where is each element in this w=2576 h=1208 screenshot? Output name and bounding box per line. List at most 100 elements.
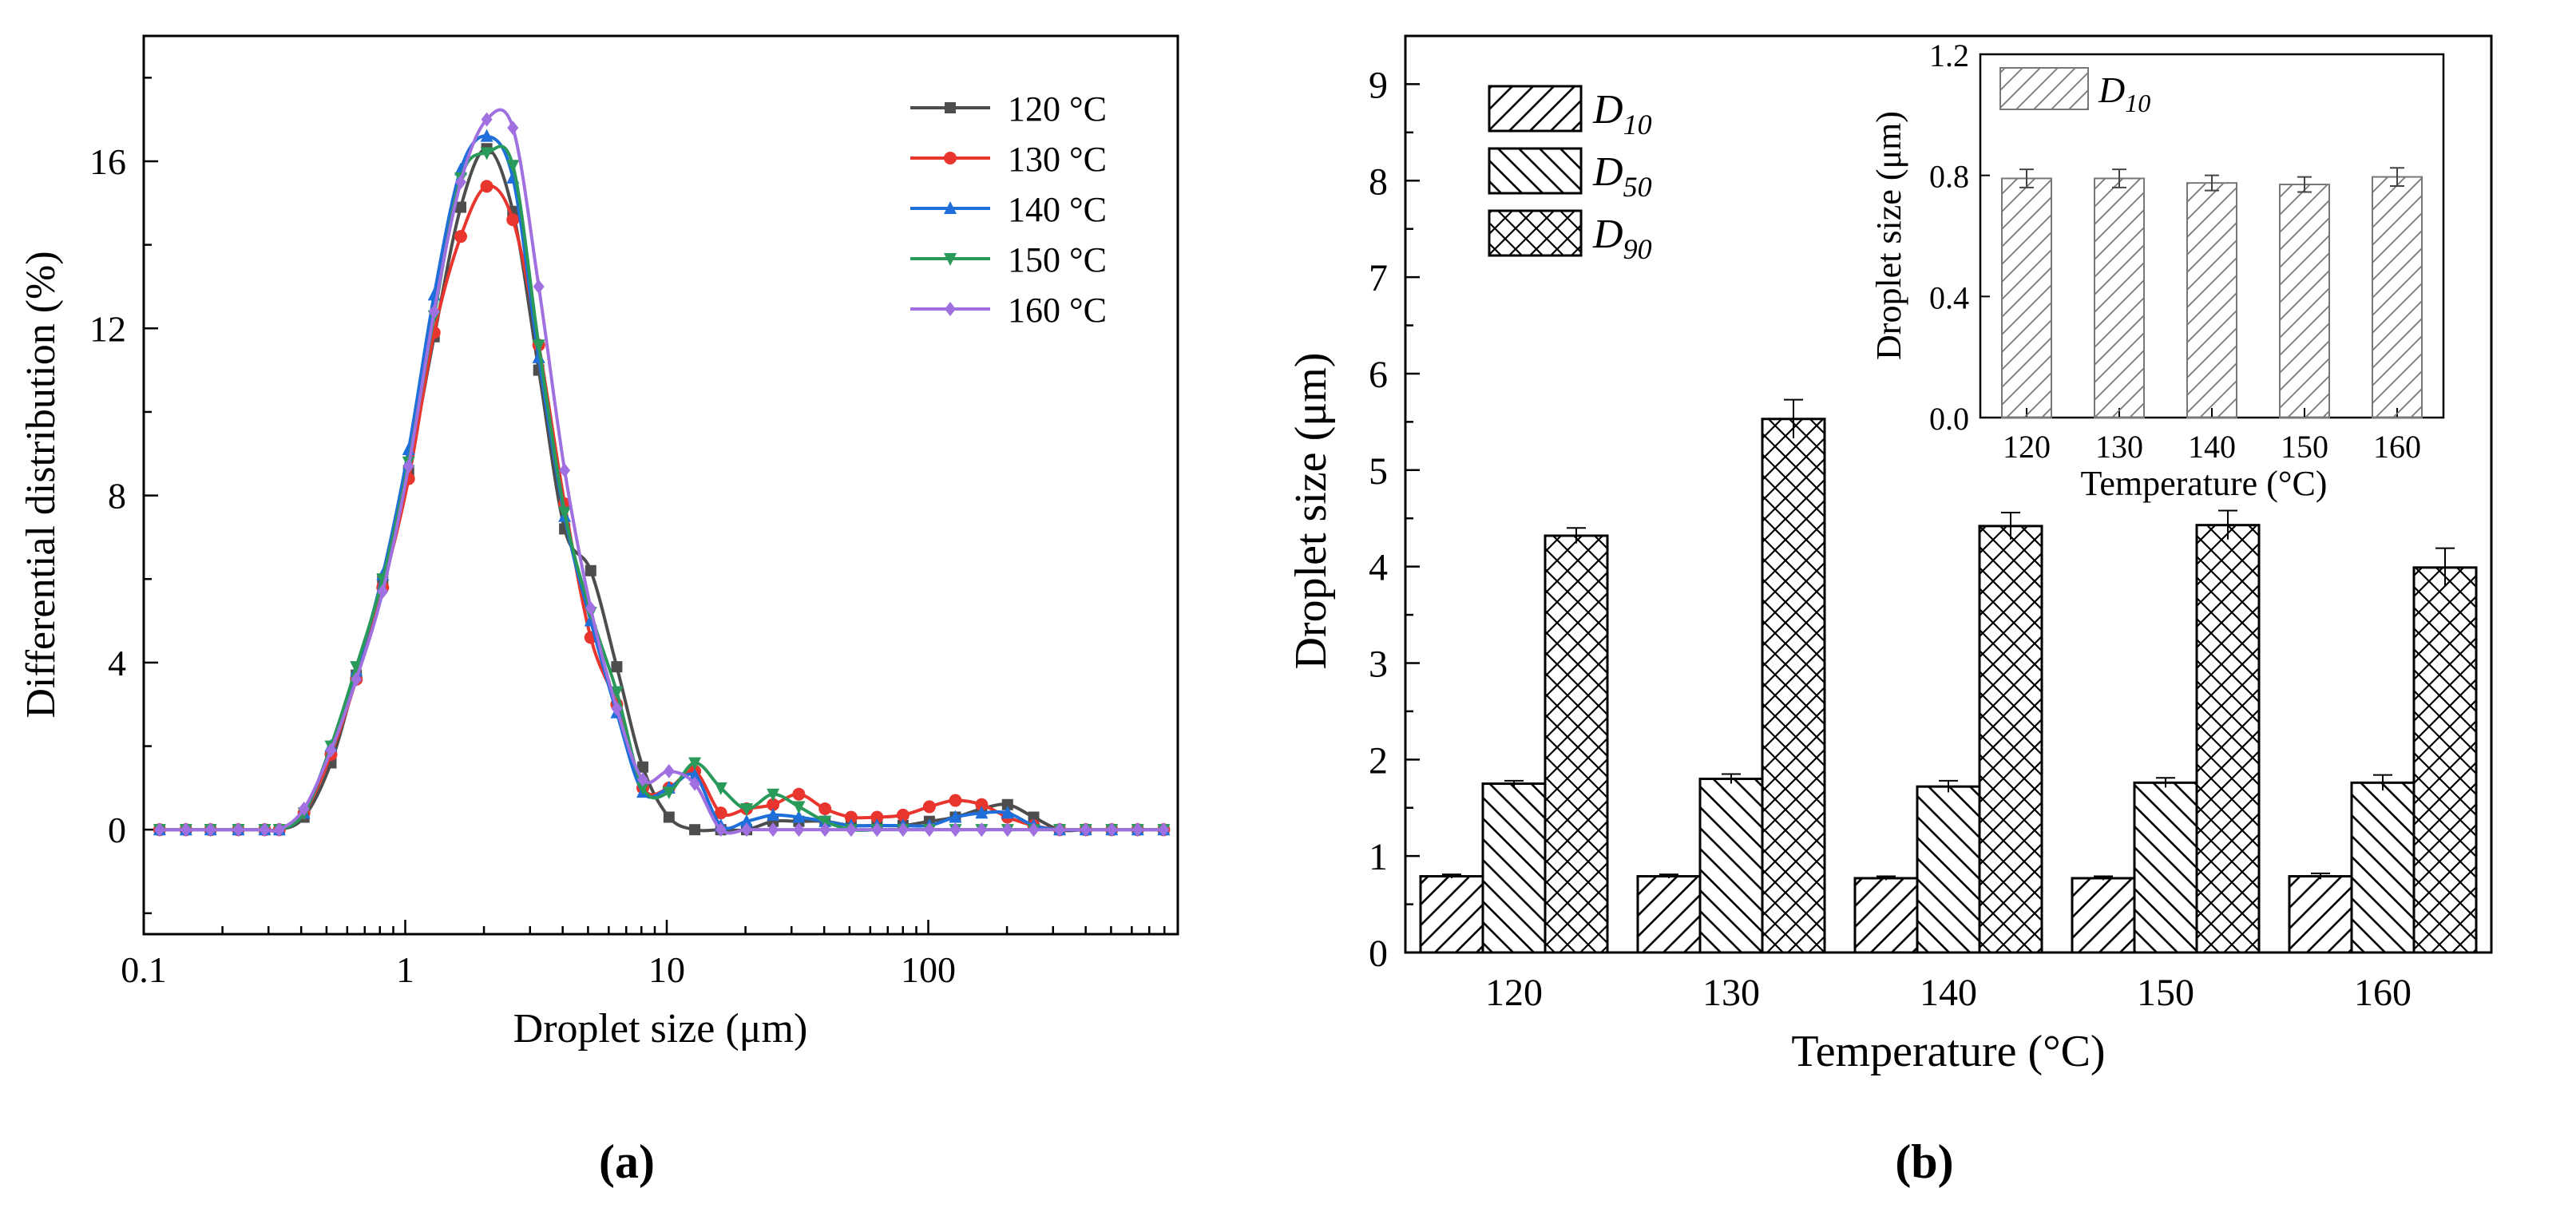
data-point [944, 152, 957, 164]
data-point [949, 822, 961, 838]
bar [1916, 785, 1981, 954]
inset-bar [2001, 177, 2052, 418]
data-point [944, 201, 957, 214]
y-tick-label: 1 [1369, 836, 1388, 878]
data-point [739, 803, 753, 817]
data-point [454, 201, 466, 213]
legend-item: D50 [1488, 147, 1652, 203]
bars-group-b [1419, 398, 2478, 954]
bar [1419, 875, 1484, 954]
data-point [663, 811, 675, 823]
inset-y-tick-label: 0.8 [1929, 159, 1969, 195]
x-tick-label: 0.1 [121, 949, 167, 990]
data-point [480, 180, 493, 193]
inset-bar [2279, 184, 2330, 419]
data-point [897, 822, 909, 838]
inset-bar [2372, 176, 2423, 418]
y-tick-label: 0 [1369, 933, 1388, 975]
axis-ticks-a: 0.1 1 10 100 0 4 8 12 16 [89, 77, 1179, 990]
legend-label: 150 °C [1008, 240, 1107, 279]
bar-group-item [2071, 875, 2136, 954]
inset-chart: 0.0 0.4 0.8 1.2 120 130 140 150 160 D10 Droplet … [1869, 38, 2445, 503]
inset-x-tick-label: 150 [2281, 429, 2328, 465]
data-point [922, 800, 936, 814]
data-point [350, 661, 363, 675]
bar-group-item [2350, 774, 2415, 954]
data-point [740, 822, 752, 838]
data-point [325, 743, 337, 758]
y-axis-label-b: Droplet size (μm) [1286, 352, 1336, 669]
data-point [944, 253, 957, 266]
bar [1853, 877, 1919, 954]
legend-item: 140 °C [910, 190, 1107, 229]
y-tick-label: 3 [1369, 643, 1388, 685]
bar [1544, 534, 1609, 954]
x-axis-label-a: Droplet size (μm) [513, 1006, 808, 1052]
panel-label-a: (a) [599, 1135, 655, 1188]
data-point [428, 304, 440, 319]
data-point [585, 600, 596, 616]
y-tick-label: 4 [108, 643, 126, 683]
inset-y-tick-label: 0.4 [1929, 279, 1969, 315]
series-line [159, 108, 1164, 835]
bar-group-item [2288, 872, 2353, 954]
bar-group-item [1481, 779, 1547, 954]
inset-legend-label: D10 [2098, 69, 2150, 117]
data-point [1158, 822, 1170, 838]
data-point [945, 102, 956, 113]
data-point [767, 807, 780, 821]
bar [1698, 777, 1764, 954]
bar [1978, 525, 2043, 954]
y-tick-label: 2 [1369, 739, 1388, 782]
legend-a: 120 °C 130 °C 140 °C 150 °C 160 °C [910, 89, 1107, 330]
data-point [480, 129, 493, 142]
x-tick-label: 150 [2137, 972, 2194, 1014]
data-point [689, 824, 701, 836]
data-point [1028, 822, 1040, 838]
inset-bars-group [2001, 167, 2423, 419]
bar-group-item [2412, 547, 2478, 954]
legend-label: D10 [1592, 87, 1652, 141]
y-tick-label: 0 [108, 810, 126, 850]
data-point [1080, 822, 1092, 838]
series-160 [153, 108, 1170, 838]
bar-group-item [1978, 511, 2043, 954]
data-point [1054, 822, 1066, 838]
data-point [792, 810, 806, 823]
data-point [637, 761, 649, 773]
y-tick-label: 8 [1369, 160, 1388, 203]
data-point [273, 822, 285, 838]
data-point [1001, 806, 1014, 819]
data-point [1001, 798, 1013, 810]
bar-group-item [1761, 398, 1826, 954]
legend-item: 150 °C [910, 240, 1107, 279]
data-point [688, 757, 702, 770]
data-point [976, 822, 988, 838]
y-tick-label: 6 [1369, 354, 1388, 396]
legend-swatch [1488, 147, 1583, 195]
data-point [402, 458, 414, 473]
inset-y-axis-label: Droplet size (μm) [1869, 111, 1908, 360]
data-point [663, 763, 675, 778]
y-tick-label: 16 [89, 141, 126, 182]
legend-label: D90 [1592, 212, 1652, 265]
data-point [792, 787, 806, 801]
legend-label: 140 °C [1008, 190, 1107, 229]
data-point [1131, 822, 1143, 838]
x-tick-label: 10 [648, 949, 685, 990]
data-point [871, 822, 883, 838]
data-point [714, 806, 727, 820]
data-point [1001, 822, 1013, 838]
data-point [1106, 822, 1118, 838]
data-point [532, 339, 545, 353]
data-point [204, 822, 216, 838]
legend-swatch [1488, 209, 1583, 257]
bar [1481, 782, 1547, 954]
inset-axis-ticks: 0.0 0.4 0.8 1.2 120 130 140 150 160 [1929, 38, 2421, 465]
bar [2133, 781, 2198, 954]
bar-group-item [2133, 777, 2198, 954]
bar [2350, 781, 2415, 954]
x-tick-label: 130 [1702, 972, 1760, 1014]
data-point [558, 506, 572, 520]
data-point [636, 782, 650, 795]
